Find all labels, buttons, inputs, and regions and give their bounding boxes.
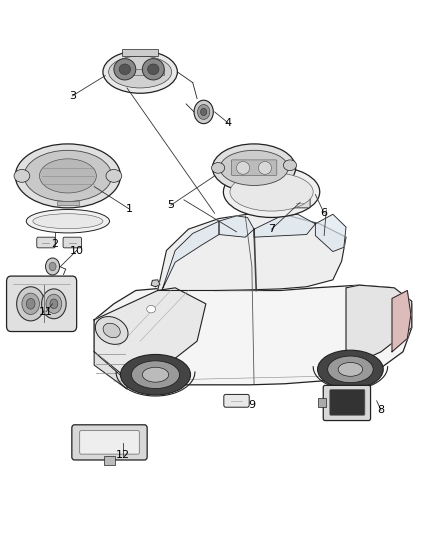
Polygon shape [94, 288, 206, 378]
Ellipse shape [26, 209, 110, 233]
Ellipse shape [328, 356, 373, 383]
Ellipse shape [223, 166, 320, 217]
Ellipse shape [39, 159, 96, 193]
FancyBboxPatch shape [7, 276, 77, 332]
Ellipse shape [50, 299, 58, 309]
FancyBboxPatch shape [330, 390, 365, 415]
Ellipse shape [148, 64, 159, 75]
Text: 10: 10 [70, 246, 84, 255]
Ellipse shape [258, 161, 272, 174]
Ellipse shape [201, 108, 207, 116]
Text: 3: 3 [69, 91, 76, 101]
Ellipse shape [230, 173, 313, 211]
Ellipse shape [194, 100, 213, 124]
Ellipse shape [106, 169, 122, 182]
FancyBboxPatch shape [224, 394, 249, 407]
Polygon shape [151, 280, 160, 287]
Ellipse shape [212, 144, 296, 192]
Polygon shape [254, 214, 315, 237]
FancyBboxPatch shape [37, 237, 55, 248]
FancyBboxPatch shape [104, 456, 115, 465]
FancyBboxPatch shape [231, 160, 277, 175]
FancyBboxPatch shape [80, 431, 139, 454]
Polygon shape [94, 285, 412, 385]
Ellipse shape [142, 367, 169, 382]
Ellipse shape [24, 150, 112, 201]
Ellipse shape [42, 289, 66, 319]
Ellipse shape [131, 361, 180, 389]
FancyBboxPatch shape [57, 201, 79, 205]
Text: 8: 8 [378, 406, 385, 415]
Ellipse shape [46, 258, 60, 275]
Ellipse shape [237, 161, 250, 174]
Ellipse shape [318, 350, 383, 389]
FancyBboxPatch shape [72, 425, 147, 460]
FancyBboxPatch shape [116, 69, 164, 75]
Ellipse shape [14, 169, 30, 182]
Ellipse shape [147, 305, 155, 313]
Ellipse shape [109, 56, 172, 88]
Ellipse shape [49, 262, 56, 271]
Text: 11: 11 [39, 307, 53, 317]
Ellipse shape [95, 317, 128, 344]
Ellipse shape [17, 287, 45, 321]
Ellipse shape [142, 59, 164, 80]
Text: 9: 9 [248, 400, 255, 410]
Ellipse shape [120, 354, 191, 395]
Ellipse shape [103, 51, 177, 93]
FancyBboxPatch shape [290, 197, 310, 208]
Ellipse shape [15, 144, 120, 208]
Ellipse shape [212, 163, 225, 173]
Polygon shape [392, 290, 411, 352]
Ellipse shape [198, 104, 210, 119]
Text: 4: 4 [224, 118, 231, 127]
Ellipse shape [46, 294, 62, 313]
Polygon shape [94, 352, 127, 389]
Polygon shape [162, 221, 219, 290]
Text: 6: 6 [321, 208, 328, 218]
Ellipse shape [26, 298, 35, 309]
Ellipse shape [283, 160, 297, 171]
Polygon shape [315, 214, 346, 252]
Text: 1: 1 [126, 204, 133, 214]
FancyBboxPatch shape [323, 385, 371, 421]
FancyBboxPatch shape [63, 237, 81, 248]
Ellipse shape [22, 293, 39, 314]
Ellipse shape [33, 214, 103, 229]
FancyBboxPatch shape [318, 398, 326, 407]
Polygon shape [158, 213, 346, 290]
Polygon shape [346, 285, 412, 368]
FancyBboxPatch shape [122, 49, 158, 56]
Polygon shape [219, 216, 254, 237]
Text: 2: 2 [51, 239, 58, 248]
Ellipse shape [114, 59, 136, 80]
Ellipse shape [119, 64, 131, 75]
Ellipse shape [220, 150, 288, 185]
Ellipse shape [338, 362, 363, 376]
Ellipse shape [103, 323, 120, 338]
Text: 5: 5 [167, 200, 174, 210]
Text: 12: 12 [116, 450, 130, 459]
Text: 7: 7 [268, 224, 275, 234]
